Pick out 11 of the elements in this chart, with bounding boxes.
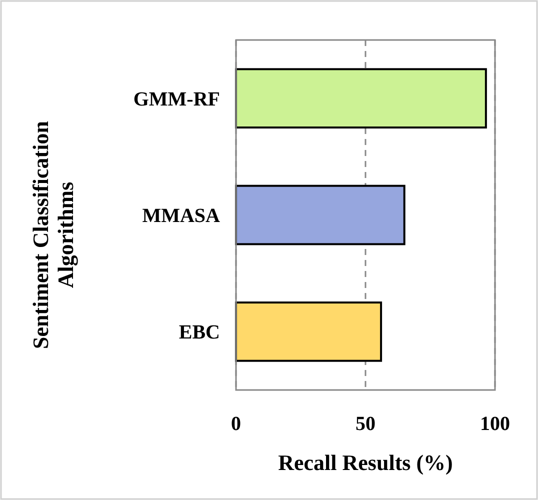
x-axis-title: Recall Results (%) xyxy=(278,450,453,475)
y-tick-label: EBC xyxy=(178,322,220,344)
y-axis-title: Sentiment Classification Algorithms xyxy=(28,121,78,349)
y-tick-label: GMM-RF xyxy=(133,88,220,110)
bar xyxy=(235,68,487,128)
x-tick-label: 50 xyxy=(356,413,376,435)
x-tick-label: 100 xyxy=(480,413,510,435)
y-tick-label: MMASA xyxy=(142,205,221,227)
bar xyxy=(235,184,406,246)
bar xyxy=(235,302,382,362)
x-tick-label: 0 xyxy=(231,413,241,435)
